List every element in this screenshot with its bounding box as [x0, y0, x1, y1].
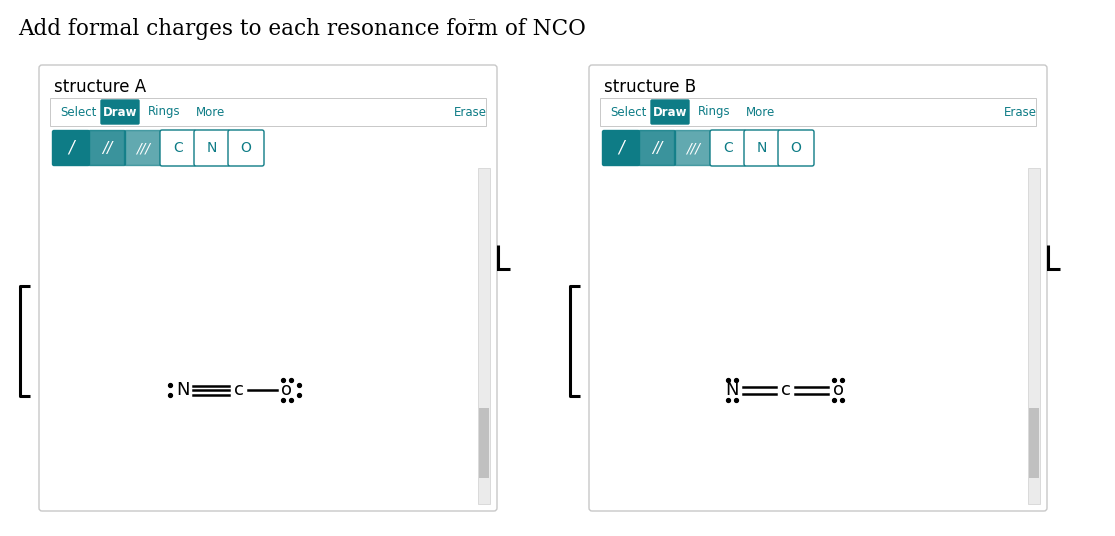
Text: c: c — [234, 381, 244, 399]
Text: Add formal charges to each resonance form of NCO: Add formal charges to each resonance for… — [18, 18, 585, 40]
FancyBboxPatch shape — [159, 130, 196, 166]
Text: ⁻: ⁻ — [468, 17, 476, 31]
Text: C: C — [724, 141, 733, 155]
FancyBboxPatch shape — [125, 130, 162, 166]
Text: Select: Select — [610, 106, 647, 118]
Bar — [1028, 168, 1040, 504]
FancyBboxPatch shape — [589, 65, 1047, 511]
Text: structure A: structure A — [54, 78, 146, 96]
Text: Erase: Erase — [454, 106, 487, 118]
Bar — [50, 98, 486, 126]
Text: N: N — [176, 381, 190, 399]
Text: O: O — [791, 141, 802, 155]
Bar — [479, 408, 489, 478]
FancyBboxPatch shape — [744, 130, 780, 166]
Text: .: . — [476, 18, 483, 40]
Bar — [478, 168, 489, 504]
FancyBboxPatch shape — [39, 65, 497, 511]
Text: N: N — [206, 141, 217, 155]
Text: //: // — [101, 140, 113, 155]
FancyBboxPatch shape — [710, 130, 746, 166]
FancyBboxPatch shape — [639, 130, 676, 166]
Text: ///: /// — [686, 141, 700, 155]
Text: Draw: Draw — [652, 106, 687, 118]
FancyBboxPatch shape — [52, 130, 89, 166]
Text: //: // — [652, 140, 662, 155]
FancyBboxPatch shape — [778, 130, 814, 166]
Bar — [1029, 408, 1039, 478]
Text: o: o — [833, 381, 844, 399]
FancyBboxPatch shape — [675, 130, 711, 166]
Text: ///: /// — [136, 141, 149, 155]
Text: O: O — [241, 141, 252, 155]
Text: Select: Select — [60, 106, 96, 118]
Text: Rings: Rings — [698, 106, 730, 118]
FancyBboxPatch shape — [88, 130, 126, 166]
Text: N: N — [725, 381, 739, 399]
Text: More: More — [196, 106, 225, 118]
Text: o: o — [281, 381, 292, 399]
Bar — [600, 98, 1036, 126]
Text: Erase: Erase — [1004, 106, 1037, 118]
Text: structure B: structure B — [604, 78, 696, 96]
FancyBboxPatch shape — [602, 130, 640, 166]
Text: Draw: Draw — [103, 106, 137, 118]
Text: Rings: Rings — [148, 106, 181, 118]
Text: /: / — [618, 139, 623, 157]
Text: c: c — [782, 381, 791, 399]
FancyBboxPatch shape — [651, 100, 689, 124]
FancyBboxPatch shape — [227, 130, 264, 166]
Text: More: More — [746, 106, 775, 118]
Text: N: N — [757, 141, 767, 155]
FancyBboxPatch shape — [194, 130, 230, 166]
Text: /: / — [68, 139, 74, 157]
Text: C: C — [173, 141, 183, 155]
FancyBboxPatch shape — [101, 100, 139, 124]
